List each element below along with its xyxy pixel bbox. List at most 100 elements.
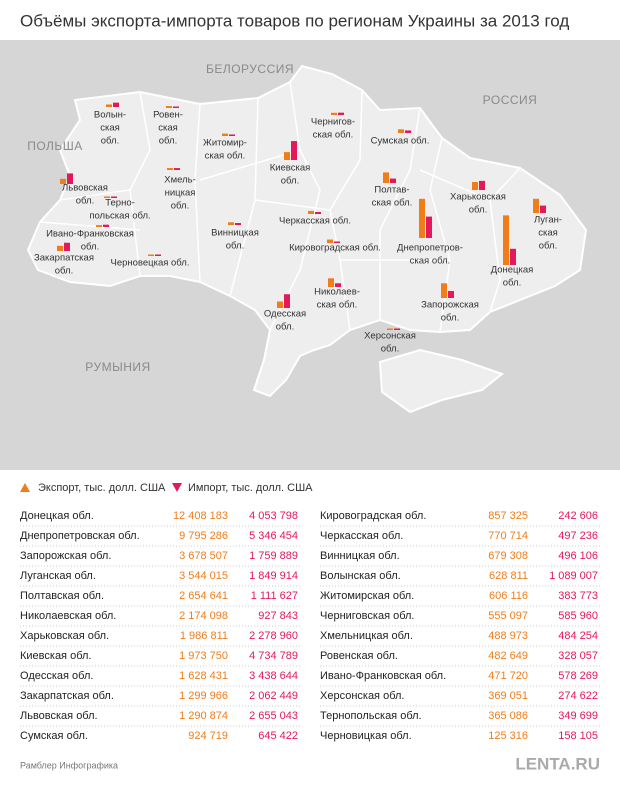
- table-import: 274 622: [558, 690, 598, 702]
- table-import: 4 053 798: [249, 510, 298, 522]
- region-label: Сумская обл.: [371, 136, 430, 147]
- region-label: обл.: [469, 205, 487, 216]
- region-label: Луган-: [534, 215, 562, 226]
- table-export: 857 325: [488, 510, 528, 522]
- table-name: Волынская обл.: [320, 570, 401, 582]
- table-name: Кировоградская обл.: [320, 510, 426, 522]
- table-export: 2 654 641: [179, 590, 228, 602]
- table-export: 3 544 015: [179, 570, 228, 582]
- table-name: Ивано-Франковская обл.: [320, 670, 446, 682]
- export-bar: [284, 152, 290, 160]
- table-export: 606 116: [489, 590, 528, 602]
- import-bar: [64, 242, 70, 251]
- import-bar: [448, 290, 454, 298]
- region-label: обл.: [381, 344, 399, 355]
- region-label: Житомир-: [203, 138, 247, 149]
- region-label: обл.: [55, 266, 73, 277]
- title: Объёмы экспорта-импорта товаров по регио…: [20, 11, 569, 30]
- export-bar: [167, 168, 173, 170]
- region-label: ская обл.: [372, 198, 413, 209]
- region-label: Херсонская: [364, 331, 416, 342]
- table-name: Запорожская обл.: [20, 550, 111, 562]
- table-import: 1 089 007: [549, 570, 598, 582]
- export-bar: [533, 198, 539, 213]
- region-label: польская обл.: [89, 211, 150, 222]
- table-name: Сумская обл.: [20, 730, 88, 742]
- table-import: 3 438 644: [249, 670, 298, 682]
- export-bar: [166, 106, 172, 108]
- table-export: 555 097: [488, 610, 528, 622]
- export-bar: [419, 198, 425, 238]
- import-bar: [479, 180, 485, 190]
- region-label: ская обл.: [313, 130, 354, 141]
- table-export: 1 299 966: [179, 690, 228, 702]
- region-label: обл.: [503, 278, 521, 289]
- country-label: БЕЛОРУССИЯ: [206, 62, 294, 76]
- table-import: 1 849 914: [249, 570, 298, 582]
- table-name: Хмельницкая обл.: [320, 630, 413, 642]
- table-import: 484 254: [558, 630, 598, 642]
- table-import: 242 606: [558, 510, 598, 522]
- region-label: обл.: [226, 241, 244, 252]
- table-import: 349 699: [558, 710, 598, 722]
- table-import: 645 422: [258, 730, 298, 742]
- region-label: обл.: [441, 313, 459, 324]
- region-label: ская обл.: [317, 300, 358, 311]
- table-export: 1 973 750: [179, 650, 228, 662]
- import-bar: [155, 254, 161, 256]
- table-export: 482 649: [488, 650, 528, 662]
- region-label: Хмель-: [164, 175, 196, 186]
- export-bar: [387, 328, 393, 330]
- import-bar: [315, 212, 321, 214]
- import-bar: [111, 196, 117, 198]
- region-label: ская обл.: [205, 151, 246, 162]
- table-import: 383 773: [558, 590, 598, 602]
- region-label: Киевская: [270, 163, 311, 174]
- footer-source: Рамблер Инфографика: [20, 760, 118, 770]
- region-borders: [39, 81, 521, 333]
- table-name: Черновицкая обл.: [320, 730, 412, 742]
- table-import: 158 105: [558, 730, 598, 742]
- table-name: Полтавская обл.: [20, 590, 104, 602]
- region-label: Запорожская: [421, 300, 479, 311]
- table-import: 4 734 789: [249, 650, 298, 662]
- region-label: ская: [158, 123, 178, 134]
- export-bar: [96, 225, 102, 227]
- import-bar: [335, 283, 341, 287]
- region-label: обл.: [76, 196, 94, 207]
- table-name: Винницкая обл.: [320, 550, 400, 562]
- region-label: обл.: [539, 241, 557, 252]
- region-label: Винницкая: [211, 228, 259, 239]
- region-label: Ивано-Франковская: [46, 229, 134, 240]
- region-label: ская: [538, 228, 558, 239]
- export-bar: [277, 301, 283, 308]
- region-label: Николаев-: [314, 287, 360, 298]
- import-bar: [334, 241, 340, 243]
- region-label: обл.: [159, 136, 177, 147]
- region-label: Одесская: [264, 309, 306, 320]
- region-label: Днепропетров-: [397, 243, 463, 254]
- table-name: Закарпатская обл.: [20, 690, 114, 702]
- table-export: 2 174 098: [179, 610, 228, 622]
- table-name: Киевская обл.: [20, 650, 91, 662]
- export-bar: [503, 215, 509, 265]
- region-label: обл.: [81, 242, 99, 253]
- region-label: обл.: [281, 176, 299, 187]
- region-label: Чернигов-: [311, 117, 355, 128]
- table-import: 2 655 043: [249, 710, 298, 722]
- export-bar: [228, 222, 234, 225]
- table-name: Черниговская обл.: [320, 610, 414, 622]
- country-label: РОССИЯ: [483, 93, 538, 107]
- import-bar: [173, 106, 179, 108]
- table-name: Черкасская обл.: [320, 530, 403, 542]
- table-export: 628 811: [489, 570, 528, 582]
- region-label: Закарпатская: [34, 253, 94, 264]
- import-bar: [174, 168, 180, 170]
- import-bar: [67, 173, 73, 184]
- export-bar: [104, 196, 110, 198]
- export-bar: [57, 245, 63, 251]
- table-export: 9 795 286: [179, 530, 228, 542]
- table-export: 365 086: [488, 710, 528, 722]
- table-import: 2 278 960: [249, 630, 298, 642]
